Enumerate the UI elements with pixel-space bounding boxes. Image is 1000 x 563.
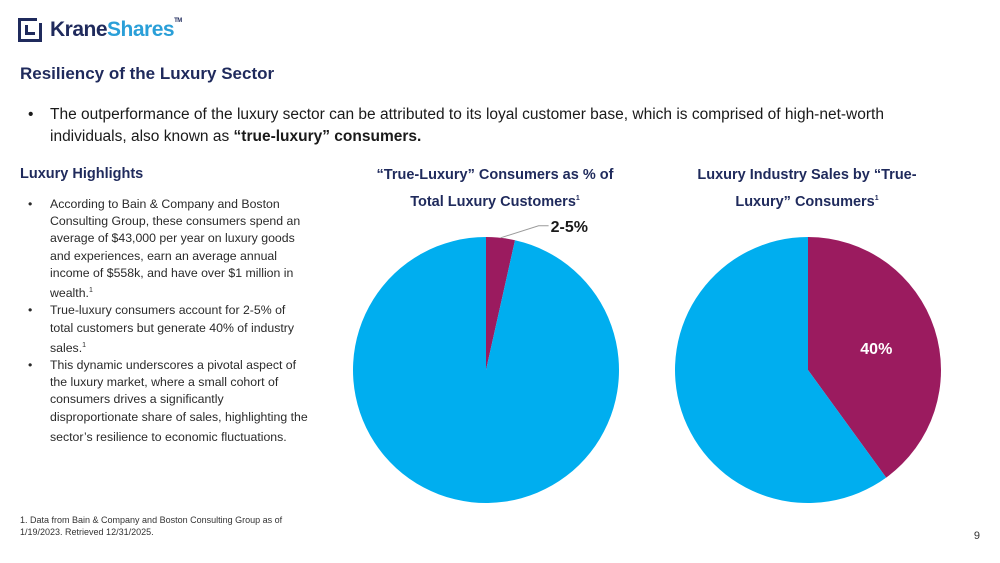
highlights-title: Luxury Highlights (20, 166, 144, 182)
highlight-item: • True-luxury consumers account for 2-5% … (20, 302, 310, 357)
slice-label: 2-5% (551, 219, 588, 236)
page-title: Resiliency of the Luxury Sector (20, 64, 275, 83)
intro-emphasis: “true-luxury” consumers. (233, 128, 422, 145)
logo-mark-icon (18, 15, 45, 42)
highlight-text: According to Bain & Company and Boston C… (50, 197, 301, 301)
highlight-item: • This dynamic underscores a pivotal aspe… (20, 357, 310, 446)
intro-text: The outperformance of the luxury sector … (50, 106, 884, 145)
highlight-bullet: • (28, 197, 33, 211)
chart-title-consumers: “True-Luxury” Consumers as % of Total Lu… (360, 164, 630, 214)
logo-name-dark: Krane (50, 18, 108, 41)
highlights-list: • According to Bain & Company and Boston … (20, 196, 310, 446)
logo-tm: TM (174, 18, 182, 24)
highlight-text: This dynamic underscores a pivotal aspec… (50, 358, 308, 444)
chart-title-footnote-ref: 1 (874, 195, 879, 202)
pie-chart-sales: 40% (675, 237, 942, 503)
kraneshares-logo: KraneSharesTM (18, 15, 182, 42)
chart-title-text: “True-Luxury” Consumers as % of Total Lu… (376, 167, 614, 210)
chart-title-text: Luxury Industry Sales by “True-Luxury” C… (697, 167, 917, 210)
pie-slice (808, 237, 942, 478)
pie-chart-consumers: 2-5% (353, 219, 619, 503)
slice-leader-line (500, 225, 549, 239)
pie-slice (486, 237, 516, 370)
highlight-bullet: • (28, 358, 33, 373)
slice-label: 40% (860, 341, 892, 358)
intro-bullet: • (28, 106, 34, 123)
logo-name-blue: Shares (107, 18, 175, 41)
page-number: 9 (973, 530, 980, 542)
highlight-footnote-ref: 1 (88, 287, 93, 295)
pie-slice (353, 237, 619, 503)
footnote: 1. Data from Bain & Company and Boston C… (20, 515, 283, 537)
pie-slice (675, 237, 887, 503)
chart-title-sales: Luxury Industry Sales by “True-Luxury” C… (676, 164, 938, 214)
logo-wordmark: KraneSharesTM (50, 18, 182, 42)
highlight-footnote-ref: 1 (82, 341, 87, 349)
highlight-text: True-luxury consumers account for 2-5% o… (50, 303, 295, 355)
intro-paragraph: • The outperformance of the luxury secto… (28, 104, 950, 148)
chart-title-footnote-ref: 1 (575, 195, 580, 202)
highlight-item: • According to Bain & Company and Boston … (20, 196, 310, 302)
highlight-bullet: • (28, 303, 33, 318)
